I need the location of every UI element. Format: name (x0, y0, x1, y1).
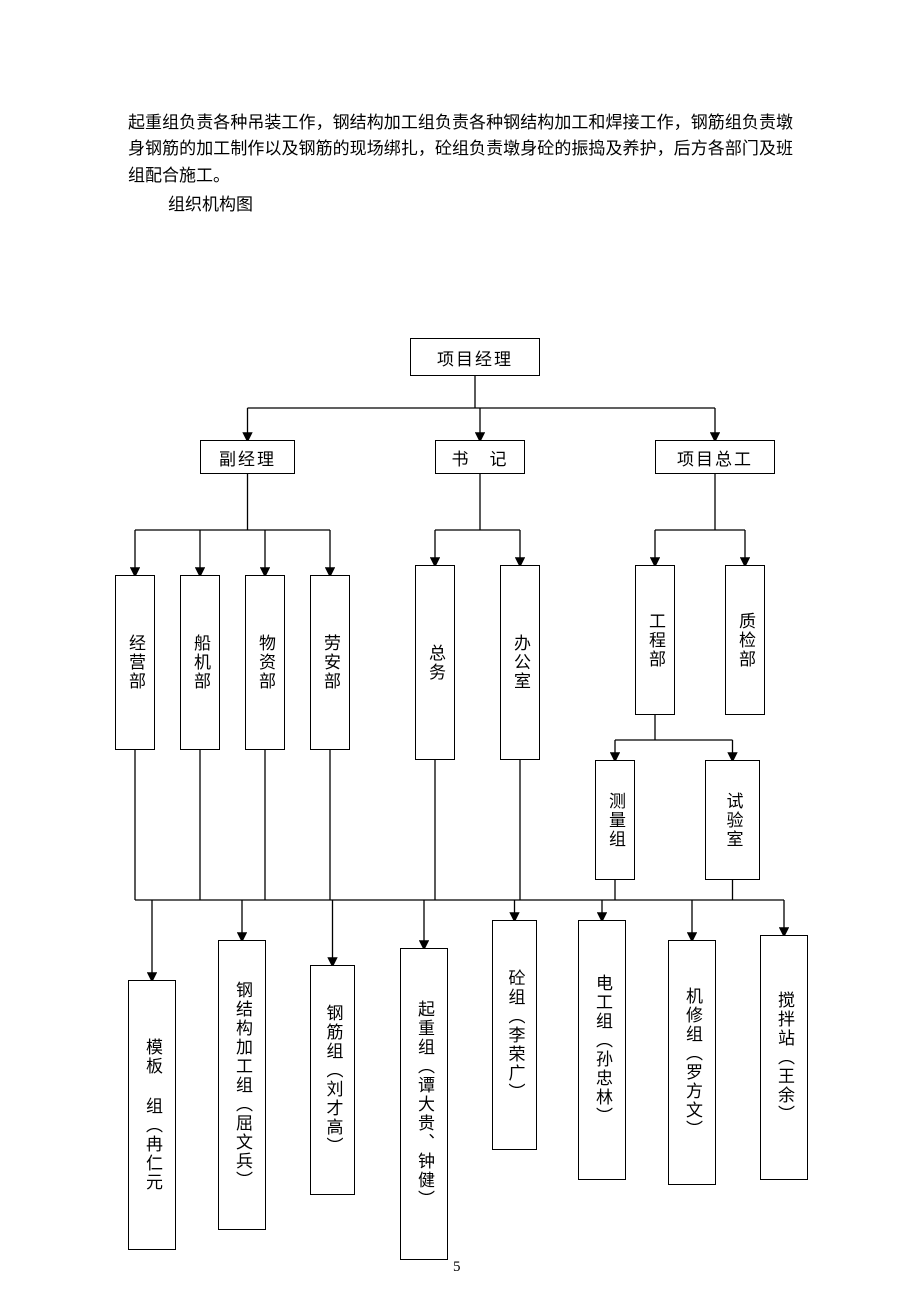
org-node-s1: 测量组 (595, 760, 635, 880)
org-node-d4: 劳安部 (310, 575, 350, 750)
org-node-deputy: 副经理 (200, 440, 295, 474)
org-node-t2: 钢结构加工组（屈文兵） (218, 940, 266, 1230)
org-node-t8: 搅拌站（王余） (760, 935, 808, 1180)
org-node-secretary: 书 记 (435, 440, 525, 474)
org-node-d7: 工程部 (635, 565, 675, 715)
org-node-d2: 船机部 (180, 575, 220, 750)
org-node-d1: 经营部 (115, 575, 155, 750)
org-node-t4: 起重组（谭大贵、钟健） (400, 948, 448, 1260)
org-node-pm: 项目经理 (410, 338, 540, 376)
chart-title: 组织机构图 (168, 192, 768, 218)
org-node-chief: 项目总工 (655, 440, 775, 474)
org-node-t7: 机修组（罗方文） (668, 940, 716, 1185)
org-node-t5: 砼组（李荣广） (492, 920, 537, 1150)
org-node-s2: 试验室 (705, 760, 760, 880)
body-paragraph: 起重组负责各种吊装工作，钢结构加工组负责各种钢结构加工和焊接工作，钢筋组负责墩身… (128, 110, 793, 189)
org-node-t6: 电工组（孙忠林） (578, 920, 626, 1180)
org-node-t1: 模板 组（冉仁元 (128, 980, 176, 1250)
org-node-d8: 质检部 (725, 565, 765, 715)
org-node-d5: 总务 (415, 565, 455, 760)
page-number: 5 (453, 1259, 461, 1276)
org-node-d3: 物资部 (245, 575, 285, 750)
org-node-t3: 钢筋组（刘才高） (310, 965, 355, 1195)
org-node-d6: 办公室 (500, 565, 540, 760)
